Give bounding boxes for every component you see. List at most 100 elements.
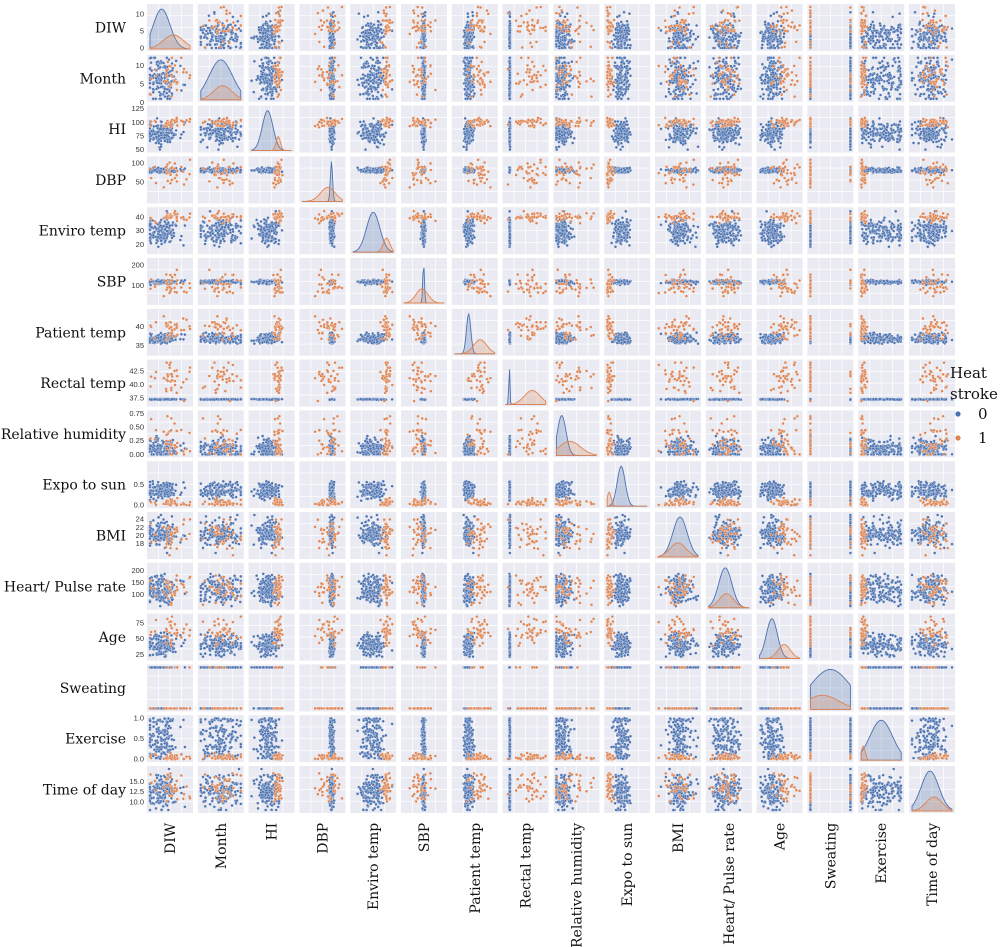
point-class-1	[334, 15, 337, 18]
point-class-0	[199, 35, 202, 38]
point-class-0	[271, 29, 274, 32]
point-class-1	[276, 30, 279, 33]
point-class-0	[362, 35, 365, 38]
point-class-0	[223, 37, 226, 40]
point-class-0	[465, 36, 468, 39]
point-class-0	[267, 38, 270, 41]
point-class-1	[472, 24, 475, 27]
point-class-1	[239, 15, 242, 18]
point-class-1	[520, 15, 523, 18]
point-class-0	[260, 43, 263, 46]
point-class-0	[380, 36, 383, 39]
point-class-1	[322, 9, 325, 12]
point-class-1	[522, 21, 525, 24]
point-class-1	[408, 32, 411, 35]
point-class-1	[318, 26, 321, 29]
point-class-1	[223, 24, 226, 27]
point-class-0	[258, 29, 261, 32]
point-class-1	[277, 12, 280, 15]
cell-0-7	[503, 4, 549, 51]
point-class-1	[216, 30, 219, 33]
point-class-1	[471, 29, 474, 32]
point-class-1	[479, 6, 482, 9]
point-class-0	[368, 29, 371, 32]
point-class-1	[385, 30, 388, 33]
point-class-0	[260, 37, 263, 40]
point-class-0	[271, 47, 274, 50]
point-class-1	[416, 46, 419, 49]
point-class-0	[232, 15, 235, 18]
point-class-0	[265, 14, 268, 17]
point-class-0	[363, 39, 366, 42]
point-class-1	[539, 26, 542, 29]
point-class-0	[365, 38, 368, 41]
point-class-0	[222, 44, 225, 47]
point-class-0	[215, 39, 218, 42]
point-class-1	[226, 19, 229, 22]
point-class-0	[356, 38, 359, 41]
point-class-1	[327, 6, 330, 9]
point-class-1	[429, 30, 432, 33]
point-class-1	[424, 24, 427, 27]
pairplot-cells: 0510051050751001255010020304010020035403…	[129, 4, 955, 813]
point-class-0	[273, 40, 276, 43]
point-class-1	[477, 6, 480, 9]
point-class-0	[469, 35, 472, 38]
point-class-1	[228, 42, 231, 45]
point-class-1	[314, 32, 317, 35]
pairplot-chart: 0510051050751001255010020304010020035403…	[0, 0, 1000, 947]
point-class-0	[265, 42, 268, 45]
point-class-0	[255, 35, 258, 38]
point-class-1	[323, 21, 326, 24]
point-class-1	[526, 21, 529, 24]
point-class-0	[266, 47, 269, 50]
point-class-1	[486, 9, 489, 12]
point-class-0	[214, 43, 217, 46]
point-class-1	[427, 24, 430, 27]
point-class-0	[371, 37, 374, 40]
point-class-1	[420, 12, 423, 15]
point-class-1	[416, 6, 419, 9]
point-class-0	[199, 43, 202, 46]
point-class-0	[239, 42, 242, 45]
cell-0-2	[249, 4, 295, 51]
point-class-0	[371, 42, 374, 45]
point-class-1	[413, 12, 416, 15]
point-class-0	[209, 44, 212, 47]
point-class-1	[334, 42, 337, 45]
point-class-0	[207, 27, 210, 30]
point-class-1	[232, 21, 235, 24]
point-class-0	[230, 31, 233, 34]
point-class-0	[363, 15, 366, 18]
point-class-0	[234, 24, 237, 27]
point-class-1	[421, 6, 424, 9]
point-class-1	[515, 19, 518, 22]
point-class-1	[385, 19, 388, 22]
point-class-1	[526, 28, 529, 31]
point-class-0	[381, 31, 384, 34]
point-class-0	[367, 14, 370, 17]
point-class-1	[421, 25, 424, 28]
point-class-1	[326, 19, 329, 22]
point-class-1	[529, 42, 532, 45]
point-class-0	[360, 46, 363, 49]
point-class-1	[384, 26, 387, 29]
point-class-1	[277, 6, 280, 9]
point-class-1	[316, 12, 319, 15]
point-class-1	[489, 32, 492, 35]
point-class-0	[261, 15, 264, 18]
point-class-1	[388, 6, 391, 9]
point-class-0	[471, 11, 474, 14]
point-class-0	[373, 23, 376, 26]
point-class-0	[235, 46, 238, 49]
point-class-1	[329, 12, 332, 15]
point-class-0	[261, 46, 264, 49]
point-class-0	[236, 20, 239, 23]
point-class-1	[483, 26, 486, 29]
point-class-1	[413, 26, 416, 29]
point-class-1	[331, 30, 334, 33]
cell-0-4	[350, 4, 396, 51]
point-class-0	[277, 35, 280, 38]
point-class-1	[531, 28, 534, 31]
point-class-1	[321, 24, 324, 27]
